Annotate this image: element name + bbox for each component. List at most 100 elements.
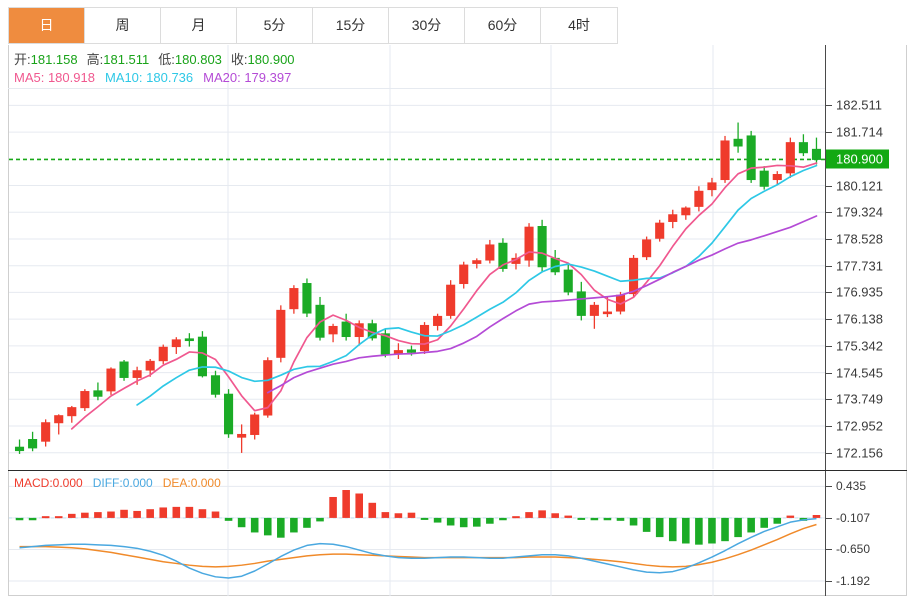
macd-bar: [211, 511, 220, 518]
candle-body: [733, 138, 743, 147]
tab-1[interactable]: 周: [85, 8, 161, 43]
candle-body: [602, 311, 612, 315]
candle-body: [380, 333, 390, 355]
macd-bar: [15, 517, 24, 521]
candle-body: [629, 257, 639, 295]
candle-body: [54, 415, 64, 424]
ma10-value: MA10: 180.736: [104, 70, 194, 85]
macd-bar: [668, 517, 677, 542]
macd-bar: [263, 517, 272, 536]
close-label: 收:: [230, 52, 248, 67]
tab-5[interactable]: 30分: [389, 8, 465, 43]
price-axis-label: 178.528: [836, 231, 883, 247]
candle-body: [681, 207, 691, 216]
price-axis-tick: [826, 426, 832, 428]
candle-body: [80, 391, 90, 409]
macd-bar: [407, 512, 416, 518]
quote-info-bar: 开:181.158 高:181.511 低:180.803 收:180.900 MA5…: [14, 51, 304, 87]
candle-body: [498, 242, 508, 269]
candle-body: [354, 323, 364, 338]
macd-bar: [721, 517, 729, 542]
candle-body: [642, 239, 652, 258]
price-axis-tick: [826, 319, 832, 321]
price-axis-tick: [826, 212, 832, 214]
price-axis-label: 173.749: [836, 391, 883, 407]
candle-body: [524, 226, 534, 261]
chart-frame: [8, 45, 907, 596]
candle-body: [433, 315, 443, 326]
macd-bar: [760, 517, 768, 528]
tab-4[interactable]: 15分: [313, 8, 389, 43]
candle-body: [276, 309, 286, 358]
price-axis-tick: [826, 265, 832, 267]
price-axis-label: 175.342: [836, 338, 883, 354]
diff-value: DIFF:0.000: [92, 476, 153, 490]
candle-body: [289, 288, 299, 310]
candle-body: [576, 291, 586, 316]
candle-body: [341, 321, 351, 338]
macd-bar: [159, 507, 168, 518]
candle-body: [668, 214, 678, 222]
ma10-line: [136, 164, 818, 406]
macd-bar: [316, 517, 324, 522]
last-price-badge: 180.900: [826, 149, 889, 169]
price-axis-label: 182.511: [836, 97, 883, 113]
macd-bar: [172, 506, 181, 518]
macd-bar: [812, 515, 821, 518]
candle-body: [119, 361, 129, 378]
candle-body: [563, 269, 573, 293]
candle-body: [720, 140, 730, 181]
price-axis-label: 177.731: [836, 258, 883, 274]
macd-bar: [577, 517, 586, 520]
price-axis-label: 174.545: [836, 365, 883, 381]
panel-divider: [8, 470, 907, 471]
macd-bar: [394, 513, 403, 518]
macd-bar: [708, 517, 716, 544]
macd-bar: [590, 517, 599, 521]
macd-bar: [473, 517, 481, 527]
tab-2[interactable]: 月: [161, 8, 237, 43]
candle-body: [302, 283, 312, 314]
macd-bar: [695, 517, 703, 545]
low-value: 180.803: [174, 52, 222, 67]
macd-bar: [303, 517, 311, 528]
tab-7[interactable]: 4时: [541, 8, 617, 43]
macd-bar: [642, 517, 651, 532]
macd-bar: [107, 511, 115, 518]
candle-body: [655, 222, 665, 239]
candle-body: [197, 336, 207, 377]
tab-6[interactable]: 60分: [465, 8, 541, 43]
macd-bar: [486, 517, 494, 524]
macd-legend: MACD:0.000 DIFF:0.000 DEA:0.000: [14, 476, 221, 490]
macd-bar: [54, 516, 63, 519]
price-axis-tick: [826, 105, 832, 107]
macd-bar: [525, 512, 533, 518]
macd-bar: [499, 517, 507, 521]
high-label: 高:: [86, 52, 104, 67]
tab-3[interactable]: 5分: [237, 8, 313, 43]
macd-bar: [120, 509, 128, 518]
macd-bar: [629, 517, 638, 526]
macd-bar: [133, 510, 141, 518]
macd-bar: [734, 517, 742, 538]
candle-body: [41, 422, 51, 442]
tab-0[interactable]: 日: [9, 8, 85, 43]
price-axis-tick: [826, 372, 832, 374]
candle-body: [145, 360, 155, 371]
candle-body: [132, 370, 142, 378]
candle-body: [472, 260, 482, 264]
macd-bar: [786, 515, 795, 518]
macd-bar: [616, 517, 625, 521]
candle-body: [798, 142, 808, 154]
macd-axis-tick: [826, 486, 832, 488]
ma5-value: MA5: 180.918: [14, 70, 95, 85]
candle-body: [707, 182, 717, 191]
price-axis-tick: [826, 399, 832, 401]
macd-bar: [81, 512, 89, 518]
candle-body: [106, 368, 116, 392]
macd-bar: [329, 496, 337, 518]
macd-bar: [747, 517, 755, 533]
price-axis-tick: [826, 452, 832, 454]
price-axis-tick: [826, 238, 832, 240]
macd-bar: [381, 512, 390, 518]
